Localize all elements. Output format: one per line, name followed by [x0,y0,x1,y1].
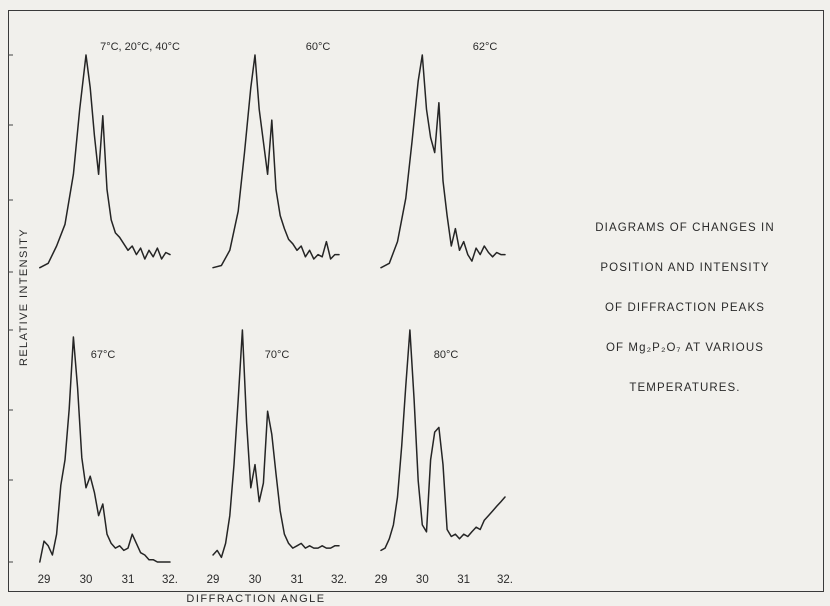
series-line-panel-6 [380,329,506,552]
figure-frame [8,10,824,592]
x-axis-label: DIFFRACTION ANGLE [186,593,325,605]
x-tick-label-3-3: 31 [457,574,470,586]
panel-label-4: 67°C [91,349,116,361]
x-tick-label-1-4: 32. [162,574,178,586]
panel-label-6: 80°C [434,349,459,361]
x-tick-label-1-1: 29 [38,574,51,586]
x-tick-label-2-1: 29 [207,574,220,586]
caption-line-1: DIAGRAMS OF CHANGES IN [595,222,775,234]
x-tick-label-2-2: 30 [249,574,262,586]
y-axis-label: RELATIVE INTENSITY [18,228,30,366]
panel-label-1: 7°C, 20°C, 40°C [100,41,180,53]
series-line-panel-5 [212,329,340,559]
panel-label-5: 70°C [265,349,290,361]
series-line-panel-2 [212,54,340,269]
series-line-panel-1 [39,54,171,269]
caption-line-2: POSITION AND INTENSITY [600,262,770,274]
x-tick-label-3-2: 30 [416,574,429,586]
x-tick-label-1-3: 31 [122,574,135,586]
x-tick-label-2-3: 31 [291,574,304,586]
x-tick-label-2-4: 32. [331,574,347,586]
series-line-panel-3 [380,54,506,269]
x-tick-label-3-1: 29 [375,574,388,586]
x-tick-label-3-4: 32. [497,574,513,586]
caption-line-3: OF DIFFRACTION PEAKS [604,302,765,314]
caption-line-5: TEMPERATURES. [629,382,741,394]
x-tick-label-1-2: 30 [80,574,93,586]
series-line-panel-4 [39,336,171,563]
caption-line-4: OF Mg₂P₂O₇ AT VARIOUS [605,342,765,354]
panel-label-3: 62°C [473,41,498,53]
panel-label-2: 60°C [306,41,331,53]
